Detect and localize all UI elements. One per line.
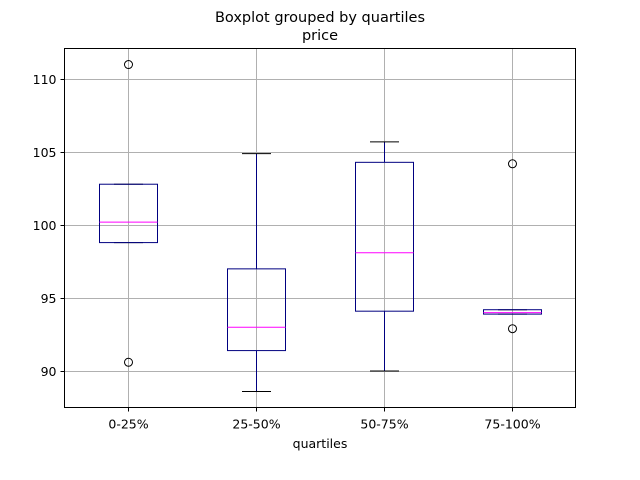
outlier-point xyxy=(124,60,133,70)
y-tick-label: 95 xyxy=(41,291,57,306)
outlier-point xyxy=(508,324,517,334)
box-group-75-100% xyxy=(483,159,542,334)
box-iqr xyxy=(483,309,542,315)
box-group-50-75% xyxy=(355,141,414,372)
y-tick-label: 110 xyxy=(33,72,57,87)
y-axis: 90 95 100 105 110 xyxy=(33,72,65,379)
box-group-25-50% xyxy=(227,153,286,392)
outlier-point xyxy=(508,159,517,169)
x-axis-label: quartiles xyxy=(293,436,348,451)
box-group-0-25% xyxy=(99,60,158,367)
plot-frame xyxy=(64,48,576,408)
x-tick-label: 25-50% xyxy=(232,417,280,432)
y-tick-label: 100 xyxy=(33,218,57,233)
grid-layer xyxy=(64,48,576,408)
x-axis: 0-25% 25-50% 50-75% 75-100% xyxy=(108,407,541,432)
chart-title: Boxplot grouped by quartiles xyxy=(215,10,425,26)
x-tick-label: 0-25% xyxy=(108,417,148,432)
box-iqr xyxy=(99,183,158,244)
boxes-layer xyxy=(99,60,542,392)
outlier-point xyxy=(124,357,133,367)
y-tick-label: 90 xyxy=(41,364,57,379)
y-tick-label: 105 xyxy=(33,145,57,160)
chart-subtitle: price xyxy=(302,28,338,44)
box-iqr xyxy=(227,268,286,352)
x-tick-label: 75-100% xyxy=(484,417,540,432)
x-tick-label: 50-75% xyxy=(360,417,408,432)
box-iqr xyxy=(355,161,414,312)
